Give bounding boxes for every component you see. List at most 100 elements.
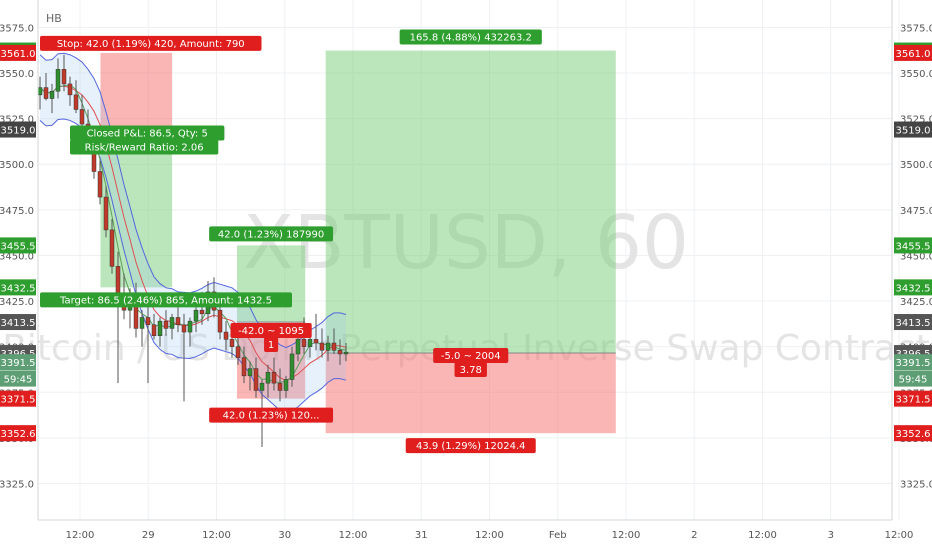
position-stop-zone (100, 52, 173, 130)
price-tag-right-bg (894, 354, 932, 371)
x-tick-label: 30 (278, 530, 291, 541)
price-tag-left: 3519.0 (1, 126, 36, 137)
position-center-label-bg (230, 323, 312, 339)
y-tick-label-right: 3500.0 (900, 160, 932, 171)
price-tag-left-bg (0, 390, 36, 407)
price-tag-left: 3561.0 (1, 49, 36, 60)
position-target-label-bg (399, 29, 542, 45)
price-tag-left-bg (0, 44, 36, 61)
x-tick-label: 12:00 (66, 530, 95, 541)
symbol-label: HB (46, 12, 62, 25)
candle-body (73, 94, 79, 110)
candle-body (199, 309, 205, 315)
candle-body (175, 317, 181, 326)
price-tag-right-bg (894, 44, 932, 61)
candle-body (217, 309, 223, 333)
price-tag-left-bg (0, 354, 36, 371)
x-tick-label: 29 (142, 530, 155, 541)
candle-body (277, 382, 283, 391)
bollinger-upper-line (39, 52, 347, 349)
candle-body (259, 382, 265, 391)
candle-body (187, 320, 193, 333)
candle-body (61, 69, 67, 85)
price-tag-right: 59:45 (899, 375, 928, 386)
y-tick-label-left: 3475.0 (0, 206, 34, 217)
x-tick-label: 12:00 (339, 530, 368, 541)
candle-body (67, 83, 73, 96)
candle-body (115, 266, 121, 296)
candle-body (97, 171, 103, 198)
price-tag-right-bg (894, 314, 932, 331)
candle-body (109, 229, 115, 267)
candle-body (235, 346, 241, 358)
price-tag-right: 3432.5 (896, 283, 931, 294)
candle-body (289, 353, 295, 380)
candle-body (37, 87, 43, 96)
price-tag-left: 3352.6 (1, 429, 36, 440)
position-pnl-label: Closed P&L: 86.5, Qty: 5 (87, 129, 208, 140)
candle-body (319, 342, 325, 351)
candle-body (283, 379, 289, 391)
x-tick-label: 12:00 (475, 530, 504, 541)
y-tick-label-right: 3425.0 (900, 297, 932, 308)
x-tick-label: 3 (828, 530, 834, 541)
position-target-zone (236, 245, 306, 323)
y-tick-label-right: 3325.0 (900, 480, 932, 491)
position-center-label-bg (264, 337, 279, 353)
x-tick-label: Feb (549, 530, 567, 541)
y-tick-label-left: 3525.0 (0, 115, 34, 126)
position-center-label: 1 (268, 340, 274, 351)
x-tick-label: 12:00 (748, 530, 777, 541)
x-tick-label: 12:00 (202, 530, 231, 541)
candle-body (49, 90, 55, 99)
position-stop-label: 43.9 (1.29%) 12024.4 (416, 441, 526, 452)
candle-body (253, 368, 259, 391)
position-center-label: -42.0 ~ 1095 (238, 326, 304, 337)
price-tag-left-bg (0, 425, 36, 442)
candle-body (301, 339, 307, 347)
price-tag-left-bg (0, 121, 36, 138)
position-target-label: 165.8 (4.88%) 432263.2 (410, 33, 532, 44)
candle-body (223, 331, 229, 340)
candle-body (307, 339, 313, 347)
position-target-zone (325, 50, 616, 354)
candle-body (193, 309, 199, 322)
candle-body (169, 317, 175, 329)
candle-body (163, 320, 169, 329)
position-stop-label-bg (209, 407, 334, 423)
candle-body (181, 324, 187, 333)
price-tag-left-bg (0, 314, 36, 331)
candle-body (229, 339, 235, 347)
position-stop-label: Stop: 42.0 (1.19%) 420, Amount: 790 (57, 39, 245, 50)
price-tag-left-bg (0, 237, 36, 254)
y-tick-label-right: 3525.0 (900, 115, 932, 126)
candle-body (79, 109, 85, 125)
candle-body (343, 351, 349, 355)
position-target-label: Target: 86.5 (2.46%) 865, Amount: 1432.5 (59, 295, 272, 306)
price-tag-left: 3413.5 (1, 318, 36, 329)
position-pnl-label: Risk/Reward Ratio: 2.06 (85, 143, 204, 154)
y-tick-label-right: 3550.0 (900, 69, 932, 80)
position-stop-label-bg (405, 438, 536, 454)
price-tag-right: 3391.5 (896, 358, 931, 369)
candle-body (325, 342, 331, 351)
y-tick-label-left: 3325.0 (0, 480, 34, 491)
candle-body (103, 196, 109, 231)
y-tick-label-right: 3450.0 (900, 251, 932, 262)
position-pnl-label-bg (70, 139, 219, 155)
candle-body (145, 317, 151, 326)
position-stop-label: 42.0 (1.23%) 120... (223, 411, 320, 422)
price-tag-left: 3455.5 (1, 241, 36, 252)
price-tag-right: 3413.5 (896, 318, 931, 329)
candle-body (247, 368, 253, 377)
price-tag-left: 3391.5 (1, 358, 36, 369)
position-pnl-label-bg (70, 125, 225, 141)
x-tick-label: 12:00 (612, 530, 641, 541)
ma-slow-line (39, 85, 347, 381)
candle-body (139, 317, 145, 329)
position-target-label: 42.0 (1.23%) 187990 (218, 229, 324, 240)
price-tag-right: 3455.5 (896, 241, 931, 252)
price-tag-right-bg (894, 237, 932, 254)
candle-body (271, 371, 277, 384)
